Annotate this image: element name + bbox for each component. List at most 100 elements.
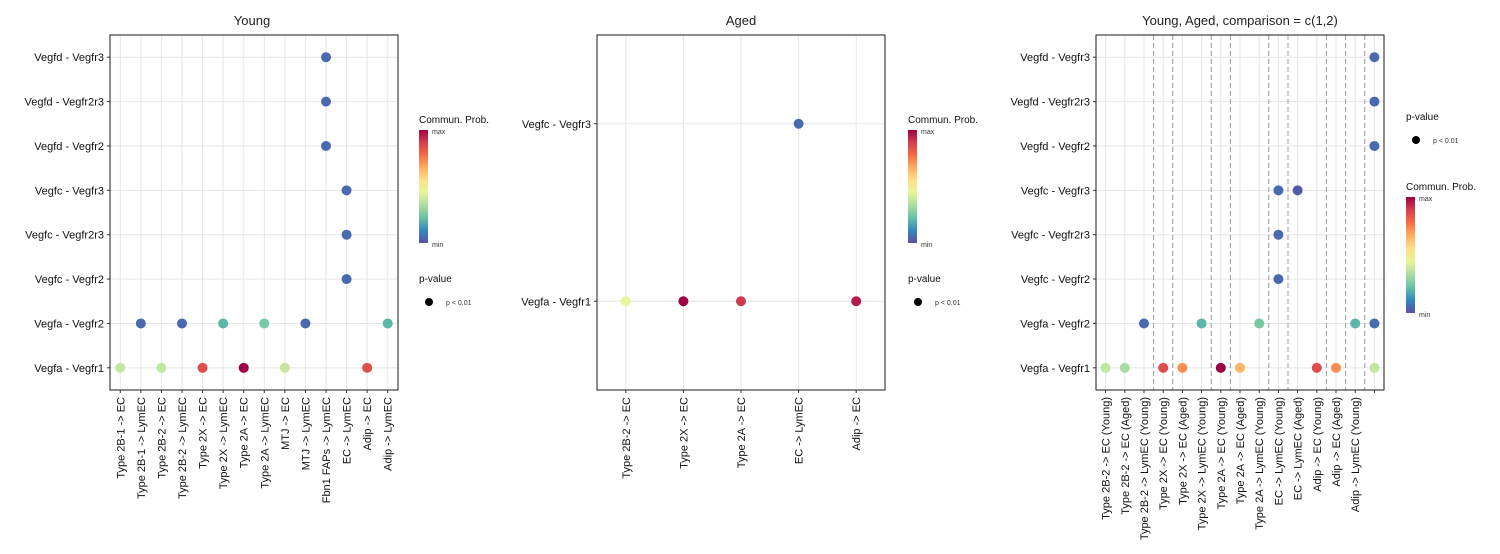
data-point (851, 296, 862, 307)
data-point (1235, 362, 1245, 373)
data-point (1273, 185, 1284, 196)
data-point (279, 362, 290, 373)
data-point (1311, 362, 1322, 373)
x-tick-label: Type 2B-1 -> LymEC (136, 397, 148, 499)
y-tick-label: Vegfc - Vegfr3 (1021, 185, 1090, 197)
y-tick-label: Vegfa - Vegfr2 (1020, 318, 1090, 330)
data-point (218, 318, 229, 329)
data-point (1369, 52, 1380, 63)
x-tick-label: EC -> LymEC (342, 397, 354, 464)
data-point (1369, 96, 1380, 107)
x-tick-label: Type 2A -> LymEC (259, 397, 271, 489)
legend: Commun. Prob. max min p-value p < 0.01 (1406, 112, 1476, 319)
data-point (1369, 318, 1380, 329)
data-point (620, 296, 631, 307)
colorbar-max-label: max (432, 129, 446, 136)
x-tick-label: Adip -> EC (Aged) (1331, 397, 1343, 487)
x-tick-label: Adip -> EC (362, 397, 374, 451)
size-legend-title: p-value (1406, 112, 1439, 123)
size-legend-dot (425, 298, 433, 306)
size-legend-dot (914, 298, 922, 306)
panel-title: Aged (726, 13, 756, 28)
y-tick-label: Vegfd - Vegfr3 (34, 52, 104, 64)
x-tick-label: Fbn1 FAPs -> LymEC (321, 397, 333, 503)
x-tick-label: Adip -> EC (851, 397, 863, 451)
data-point (678, 296, 689, 307)
colorbar (1406, 197, 1415, 313)
x-tick-label: Type 2A -> LymEC (Young) (1254, 397, 1266, 530)
data-point (793, 118, 804, 129)
data-point (197, 362, 208, 373)
y-tick-label: Vegfc - Vegfr2 (35, 274, 104, 286)
panel-1: Young Vegfa - Vegfr1 Vegfa - Vegfr2 Vegfc -… (25, 13, 490, 503)
x-tick-label: Type 2X -> EC (Aged) (1177, 397, 1189, 505)
x-tick-label: Type 2B-2 -> EC (Aged) (1120, 397, 1132, 515)
colorbar-title: Commun. Prob. (419, 115, 489, 126)
data-point (1369, 362, 1380, 373)
x-tick-label: Type 2X -> EC (Young) (1158, 397, 1170, 510)
y-tick-label: Vegfc - Vegfr3 (35, 185, 104, 197)
x-tick-label: EC -> LymEC (Aged) (1293, 397, 1305, 500)
data-point (1292, 185, 1303, 196)
x-tick-label: Type 2X -> LymEC (Young) (1197, 397, 1209, 530)
x-tick-label: Type 2B-1 -> EC (115, 397, 127, 479)
x-tick-label: Type 2A -> EC (Aged) (1235, 397, 1247, 504)
x-tick-label: Type 2X -> EC (198, 397, 210, 469)
x-tick-label: Type 2A -> EC (736, 397, 748, 468)
x-tick-label: Type 2B-2 -> EC (156, 397, 168, 479)
colorbar-title: Commun. Prob. (1406, 182, 1476, 193)
size-legend-title: p-value (419, 274, 452, 285)
colorbar (419, 130, 428, 243)
data-point (1177, 362, 1188, 373)
data-point (1273, 229, 1284, 240)
data-point (341, 185, 352, 196)
size-legend-label: p < 0.01 (935, 300, 961, 307)
data-point (1215, 362, 1226, 373)
x-tick-label: Adip -> LymEC (Young) (1350, 397, 1362, 512)
y-tick-label: Vegfc - Vegfr2r3 (1011, 230, 1090, 242)
panel-border (109, 34, 399, 391)
colorbar (908, 130, 917, 243)
colorbar-min-label: min (432, 242, 443, 249)
x-tick-label: Type 2B-2 -> EC (Young) (1101, 397, 1113, 520)
y-tick-label: Vegfa - Vegfr1 (1020, 363, 1090, 375)
panel-title: Young, Aged, comparison = c(1,2) (1142, 13, 1338, 28)
colorbar-max-label: max (1419, 196, 1433, 203)
data-point (1100, 362, 1111, 373)
data-point (135, 318, 146, 329)
legend: Commun. Prob. max min p-value p < 0.01 (908, 115, 978, 307)
data-point (156, 362, 167, 373)
data-point (1158, 362, 1169, 373)
size-legend-title: p-value (908, 274, 941, 285)
x-tick-label: Type 2X -> LymEC (218, 397, 230, 489)
size-legend-label: p < 0.01 (446, 300, 472, 307)
colorbar-max-label: max (921, 129, 935, 136)
x-tick-label: Type 2B-2 -> LymEC (Young) (1139, 397, 1151, 540)
x-tick-label: Type 2A -> EC (Young) (1216, 397, 1228, 509)
data-point (321, 52, 331, 63)
x-tick-label: Type 2A -> EC (239, 397, 251, 468)
data-point (1273, 274, 1284, 285)
colorbar-min-label: min (921, 242, 932, 249)
x-tick-label: Adip -> EC (Young) (1312, 397, 1324, 492)
panel-2: Aged Vegfa - Vegfr1 Vegfc - Vegfr3 Type 2B-… (521, 13, 978, 479)
y-tick-label: Vegfd - Vegfr2 (1020, 141, 1090, 153)
y-tick-label: Vegfa - Vegfr2 (34, 318, 104, 330)
x-tick-label: MTJ -> EC (280, 397, 292, 450)
data-point (177, 318, 187, 329)
colorbar-min-label: min (1419, 312, 1430, 319)
y-tick-label: Vegfc - Vegfr3 (522, 119, 591, 131)
y-tick-label: Vegfa - Vegfr1 (521, 296, 591, 308)
data-point (300, 318, 311, 329)
data-point (1331, 362, 1341, 373)
data-point (321, 96, 331, 107)
x-tick-label: MTJ -> LymEC (300, 397, 312, 470)
data-point (1119, 362, 1130, 373)
x-tick-label: EC -> LymEC (794, 397, 806, 464)
y-tick-label: Vegfc - Vegfr2 (1021, 274, 1090, 286)
data-point (1196, 318, 1207, 329)
colorbar-title: Commun. Prob. (908, 115, 978, 126)
data-point (1139, 318, 1149, 329)
data-point (238, 362, 249, 373)
